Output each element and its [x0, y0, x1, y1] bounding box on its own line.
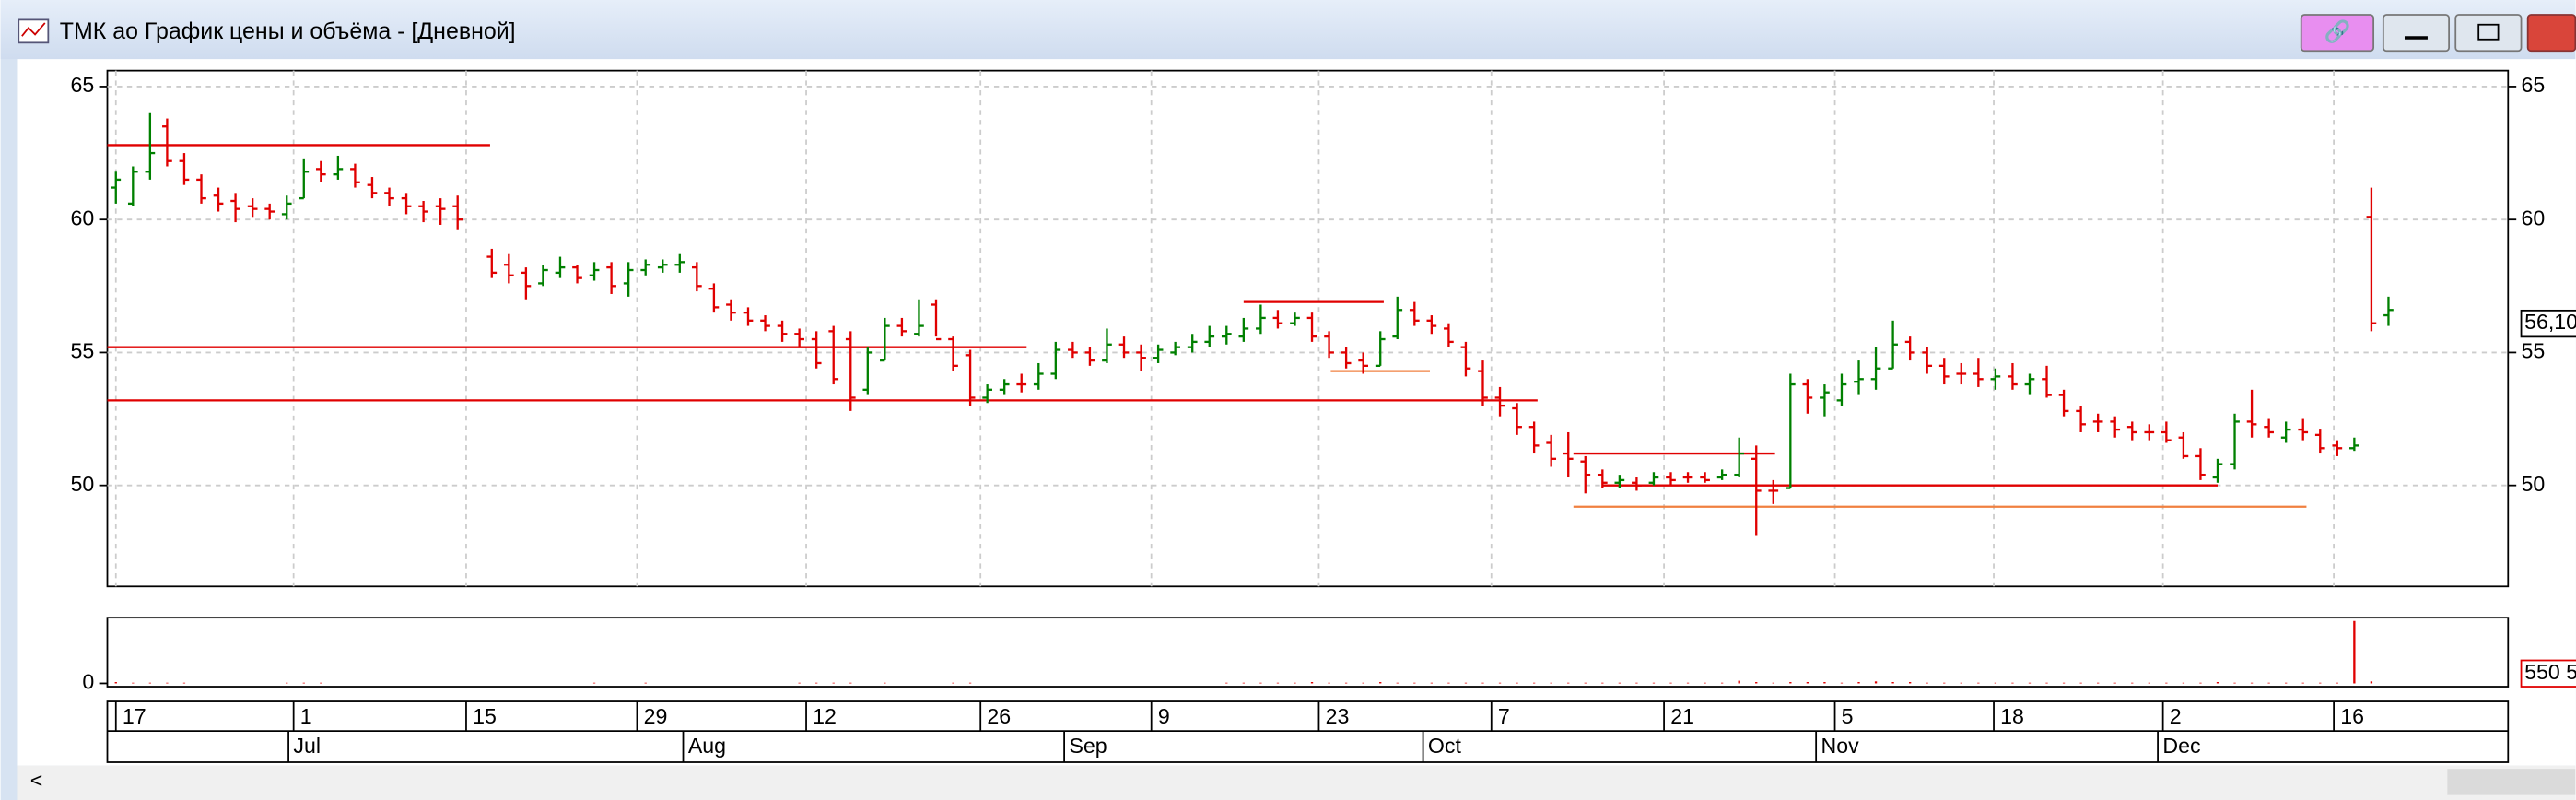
- y2-tick-label: 50: [2522, 472, 2546, 496]
- date-tick-label: 21: [1670, 704, 1694, 728]
- close-button[interactable]: [2526, 14, 2576, 53]
- date-tick-label: 18: [2000, 704, 2024, 728]
- date-tick-label: 2: [2170, 704, 2182, 728]
- y-tick-label: 55: [70, 339, 94, 363]
- date-tick-label: 5: [1842, 704, 1854, 728]
- date-tick-label: 17: [123, 704, 146, 728]
- window-icon-line: [21, 22, 46, 37]
- date-tick-label: 12: [813, 704, 837, 728]
- month-tick-label: Aug: [688, 734, 726, 758]
- date-tick-label: 1: [300, 704, 312, 728]
- month-tick-label: Oct: [1428, 734, 1462, 758]
- date-tick-label: 16: [2340, 704, 2364, 728]
- minimize-button[interactable]: [2382, 14, 2451, 53]
- date-tick-label: 15: [473, 704, 497, 728]
- y-tick-label: 60: [70, 206, 94, 229]
- y-tick-label: 65: [70, 73, 94, 97]
- maximize-button[interactable]: [2454, 14, 2523, 53]
- volume-tick-label: 0: [82, 670, 94, 694]
- link-button[interactable]: [2300, 14, 2375, 53]
- window-icon: [18, 18, 50, 44]
- price-label: 56,10: [2524, 310, 2576, 334]
- volume-label-box: [2520, 659, 2576, 688]
- date-tick-label: 23: [1326, 704, 1350, 728]
- y2-tick-label: 60: [2522, 206, 2546, 229]
- window-title: ТМК ао График цены и объёма - [Дневной]: [60, 18, 516, 44]
- y2-tick-label: 65: [2522, 73, 2546, 97]
- scroll-left[interactable]: <: [30, 769, 43, 793]
- link-icon: 🔗: [2324, 18, 2350, 44]
- chart: 50 50 55 55 60 60 65 65 17 1 15 29 12 26 9 23 7 21 5 18 2 16 J…: [70, 69, 2576, 763]
- title-bar: [0, 0, 2576, 60]
- month-tick-label: Nov: [1821, 734, 1859, 758]
- date-tick-label: 9: [1158, 704, 1170, 728]
- date-tick-label: 7: [1498, 704, 1510, 728]
- month-tick-label: Dec: [2162, 734, 2200, 758]
- month-tick-label: Sep: [1069, 734, 1107, 758]
- y-tick-label: 50: [70, 472, 94, 496]
- y2-tick-label: 55: [2522, 339, 2546, 363]
- date-tick-label: 29: [644, 704, 668, 728]
- scroll-thumb[interactable]: [2447, 769, 2576, 795]
- volume-label: 550 5: [2524, 660, 2576, 684]
- price-label-box: [2520, 309, 2576, 338]
- date-tick-label: 26: [987, 704, 1011, 728]
- scrollbar[interactable]: [17, 765, 2576, 800]
- maximize-icon: [2477, 23, 2500, 41]
- volume-panel: [106, 617, 2510, 688]
- month-tick-label: Jul: [293, 734, 321, 758]
- price-panel: [106, 69, 2510, 588]
